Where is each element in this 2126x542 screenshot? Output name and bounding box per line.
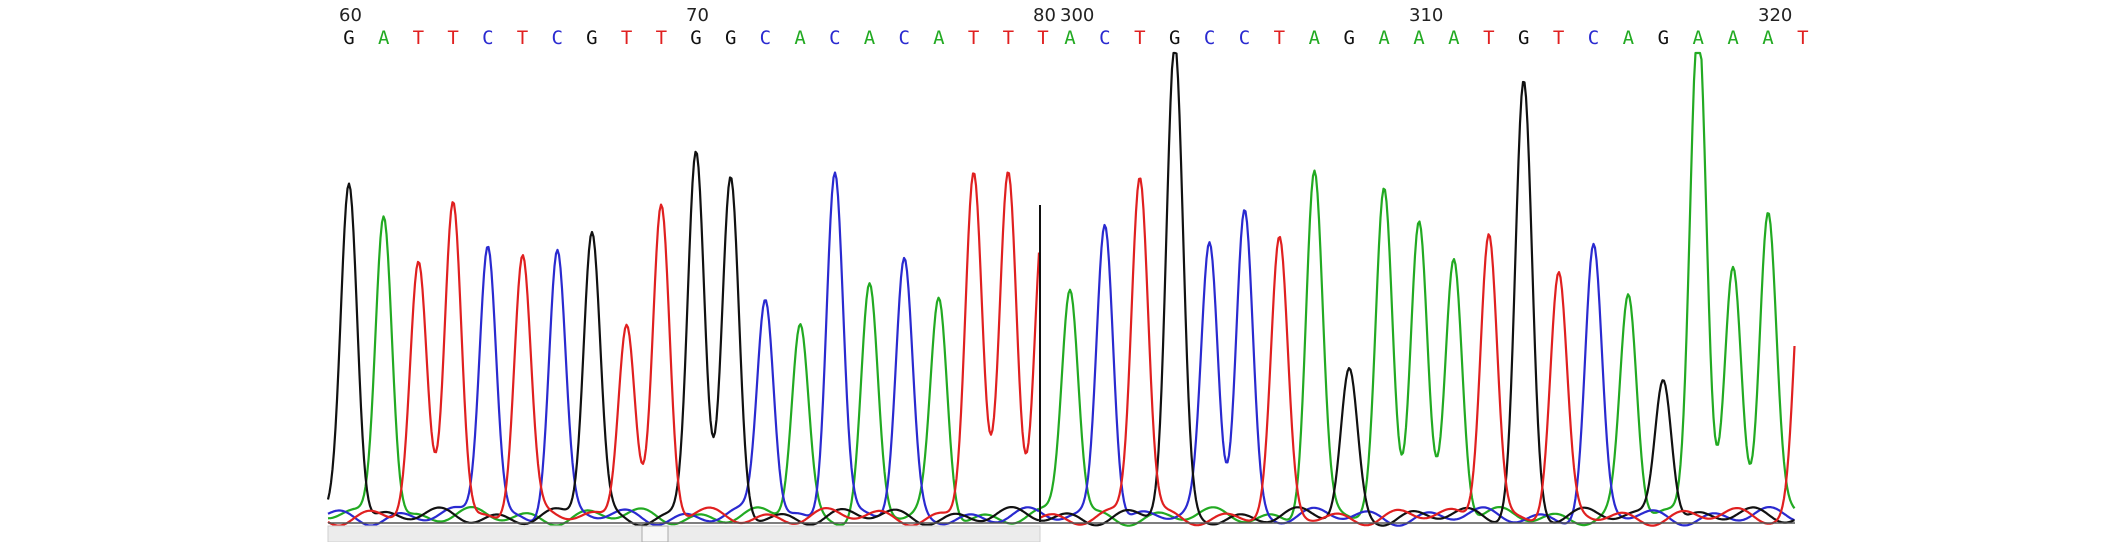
- base-call-a: A: [1762, 27, 1774, 49]
- base-call-g: G: [690, 27, 701, 49]
- base-call-c: C: [760, 27, 771, 49]
- trace-a-panel-1: [327, 215, 1040, 527]
- base-call-t: T: [1037, 27, 1048, 49]
- base-call-g: G: [1343, 27, 1354, 49]
- base-call-t: T: [1003, 27, 1014, 49]
- base-call-a: A: [1623, 27, 1635, 49]
- base-call-a: A: [794, 27, 806, 49]
- base-call-t: T: [656, 27, 667, 49]
- trace-layer: [326, 51, 1796, 527]
- base-call-c: C: [1588, 27, 1599, 49]
- position-label: 60: [339, 5, 362, 26]
- base-call-a: A: [1309, 27, 1321, 49]
- base-call-t: T: [1274, 27, 1285, 49]
- base-call-g: G: [1518, 27, 1529, 49]
- base-call-g: G: [343, 27, 354, 49]
- base-call-c: C: [898, 27, 909, 49]
- base-call-g: G: [725, 27, 736, 49]
- base-call-a: A: [378, 27, 390, 49]
- base-call-a: A: [1378, 27, 1390, 49]
- trace-g-panel-2: [1039, 51, 1795, 527]
- base-call-t: T: [447, 27, 458, 49]
- base-call-t: T: [968, 27, 979, 49]
- base-call-c: C: [551, 27, 562, 49]
- base-call-t: T: [1553, 27, 1564, 49]
- position-label: 320: [1758, 5, 1792, 26]
- position-label: 80: [1033, 5, 1056, 26]
- base-call-a: A: [1413, 27, 1425, 49]
- base-call-a: A: [864, 27, 876, 49]
- base-call-t: T: [1134, 27, 1145, 49]
- trace-t-panel-2: [1039, 177, 1796, 527]
- base-call-c: C: [829, 27, 840, 49]
- base-call-c: C: [482, 27, 493, 49]
- position-label: 310: [1409, 5, 1443, 26]
- base-call-g: G: [1658, 27, 1669, 49]
- base-call-a: A: [933, 27, 945, 49]
- scroll-thumb[interactable]: [641, 525, 669, 542]
- trace-a-panel-2: [1039, 51, 1796, 527]
- base-call-g: G: [1169, 27, 1180, 49]
- base-call-t: T: [1483, 27, 1494, 49]
- base-call-t: T: [621, 27, 632, 49]
- position-label: 300: [1060, 5, 1094, 26]
- base-call-a: A: [1692, 27, 1704, 49]
- base-call-t: T: [413, 27, 424, 49]
- base-call-a: A: [1727, 27, 1739, 49]
- base-call-a: A: [1448, 27, 1460, 49]
- scroll-track[interactable]: [327, 525, 1041, 542]
- base-call-c: C: [1099, 27, 1110, 49]
- position-label: 70: [686, 5, 709, 26]
- base-call-t: T: [517, 27, 528, 49]
- base-call-c: C: [1204, 27, 1215, 49]
- base-call-g: G: [586, 27, 597, 49]
- base-call-a: A: [1064, 27, 1076, 49]
- base-call-c: C: [1239, 27, 1250, 49]
- base-call-t: T: [1797, 27, 1808, 49]
